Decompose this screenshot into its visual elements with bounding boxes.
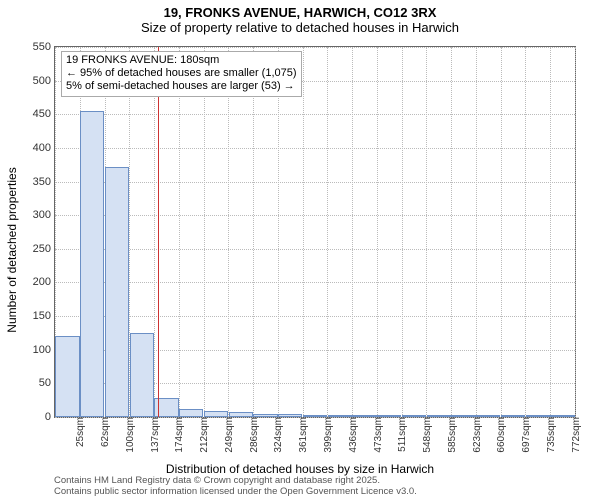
x-tick-label: 286sqm bbox=[245, 417, 260, 453]
x-tick-label: 473sqm bbox=[369, 417, 384, 453]
x-axis-label: Distribution of detached houses by size … bbox=[166, 462, 434, 476]
gridline-v bbox=[525, 47, 526, 417]
x-tick-label: 585sqm bbox=[443, 417, 458, 453]
x-tick-label: 174sqm bbox=[170, 417, 185, 453]
y-tick-label: 0 bbox=[45, 411, 55, 423]
gridline-h bbox=[55, 47, 575, 48]
y-tick-label: 50 bbox=[39, 377, 55, 389]
histogram-bar bbox=[130, 333, 154, 417]
gridline-v bbox=[204, 47, 205, 417]
x-tick-label: 361sqm bbox=[294, 417, 309, 453]
footer-line-2: Contains public sector information licen… bbox=[54, 487, 417, 498]
histogram-bar bbox=[179, 409, 203, 417]
x-tick-label: 137sqm bbox=[146, 417, 161, 453]
gridline-v bbox=[327, 47, 328, 417]
gridline-h bbox=[55, 215, 575, 216]
gridline-v bbox=[550, 47, 551, 417]
y-axis-label: Number of detached properties bbox=[5, 167, 19, 332]
x-tick-label: 623sqm bbox=[468, 417, 483, 453]
chart-title: 19, FRONKS AVENUE, HARWICH, CO12 3RX bbox=[0, 0, 600, 20]
gridline-h bbox=[55, 249, 575, 250]
gridline-v bbox=[352, 47, 353, 417]
y-tick-label: 400 bbox=[33, 142, 55, 154]
histogram-bar bbox=[80, 111, 104, 417]
gridline-v bbox=[303, 47, 304, 417]
gridline-v bbox=[179, 47, 180, 417]
gridline-v bbox=[253, 47, 254, 417]
gridline-v bbox=[426, 47, 427, 417]
gridline-v bbox=[451, 47, 452, 417]
gridline-h bbox=[55, 182, 575, 183]
gridline-v bbox=[476, 47, 477, 417]
annot-line-3: 5% of semi-detached houses are larger (5… bbox=[66, 80, 297, 93]
x-tick-label: 772sqm bbox=[567, 417, 582, 453]
gridline-h bbox=[55, 316, 575, 317]
x-tick-label: 399sqm bbox=[319, 417, 334, 453]
x-tick-label: 548sqm bbox=[418, 417, 433, 453]
y-tick-label: 200 bbox=[33, 276, 55, 288]
y-tick-label: 350 bbox=[33, 176, 55, 188]
annot-line-1: 19 FRONKS AVENUE: 180sqm bbox=[66, 54, 297, 67]
y-tick-label: 550 bbox=[33, 41, 55, 53]
x-tick-label: 25sqm bbox=[71, 417, 86, 447]
gridline-h bbox=[55, 114, 575, 115]
gridline-v bbox=[402, 47, 403, 417]
histogram-bar bbox=[55, 336, 79, 417]
annot-line-2: ← 95% of detached houses are smaller (1,… bbox=[66, 67, 297, 80]
y-tick-label: 250 bbox=[33, 243, 55, 255]
y-tick-label: 500 bbox=[33, 75, 55, 87]
x-tick-label: 697sqm bbox=[517, 417, 532, 453]
y-tick-label: 300 bbox=[33, 209, 55, 221]
y-tick-label: 150 bbox=[33, 310, 55, 322]
x-tick-label: 100sqm bbox=[121, 417, 136, 453]
gridline-v bbox=[228, 47, 229, 417]
x-tick-label: 62sqm bbox=[96, 417, 111, 447]
x-tick-label: 436sqm bbox=[344, 417, 359, 453]
x-tick-label: 511sqm bbox=[393, 417, 408, 452]
annotation-box: 19 FRONKS AVENUE: 180sqm← 95% of detache… bbox=[61, 51, 302, 97]
gridline-v bbox=[575, 47, 576, 417]
x-tick-label: 249sqm bbox=[220, 417, 235, 453]
plot-area: 05010015020025030035040045050055025sqm62… bbox=[54, 46, 576, 418]
gridline-v bbox=[501, 47, 502, 417]
y-tick-label: 100 bbox=[33, 344, 55, 356]
gridline-h bbox=[55, 282, 575, 283]
x-tick-label: 660sqm bbox=[492, 417, 507, 453]
chart-area: 05010015020025030035040045050055025sqm62… bbox=[54, 46, 574, 416]
x-tick-label: 212sqm bbox=[195, 417, 210, 453]
gridline-h bbox=[55, 148, 575, 149]
gridline-v bbox=[154, 47, 155, 417]
footer-credits: Contains HM Land Registry data © Crown c… bbox=[54, 476, 417, 498]
x-tick-label: 735sqm bbox=[542, 417, 557, 453]
x-tick-label: 324sqm bbox=[269, 417, 284, 453]
gridline-v bbox=[377, 47, 378, 417]
y-tick-label: 450 bbox=[33, 108, 55, 120]
histogram-bar bbox=[105, 167, 129, 417]
subject-marker-line bbox=[158, 47, 159, 417]
chart-container: 19, FRONKS AVENUE, HARWICH, CO12 3RX Siz… bbox=[0, 0, 600, 500]
chart-subtitle: Size of property relative to detached ho… bbox=[0, 20, 600, 39]
gridline-v bbox=[278, 47, 279, 417]
